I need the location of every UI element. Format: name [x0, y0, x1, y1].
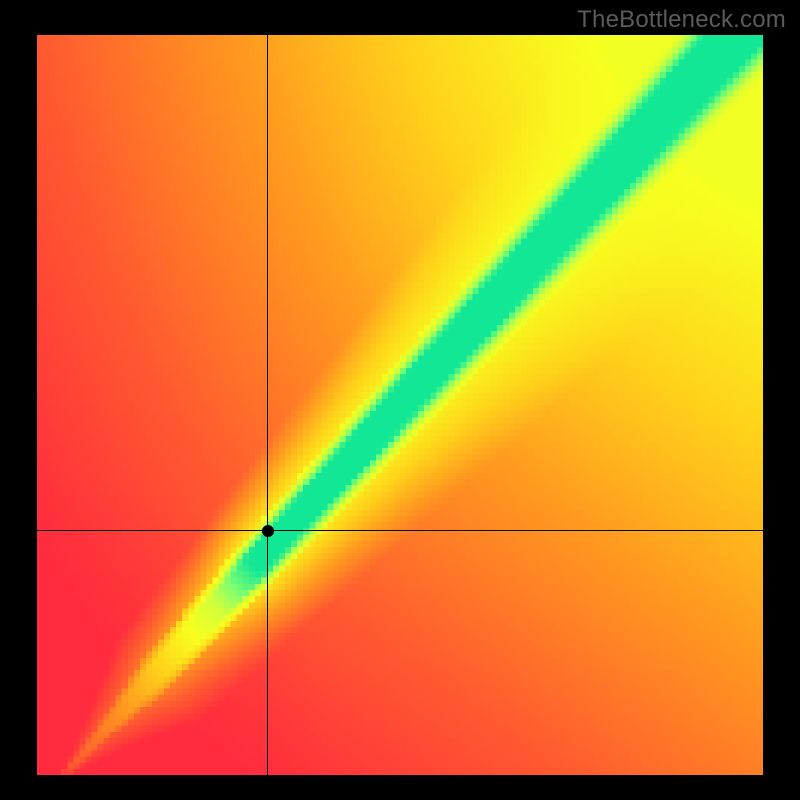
- chart-container: TheBottleneck.com: [0, 0, 800, 800]
- crosshair-marker: [262, 525, 274, 537]
- bottleneck-heatmap: [37, 35, 763, 775]
- crosshair-vertical: [267, 35, 268, 775]
- watermark-text: TheBottleneck.com: [577, 6, 786, 34]
- crosshair-horizontal: [37, 530, 763, 531]
